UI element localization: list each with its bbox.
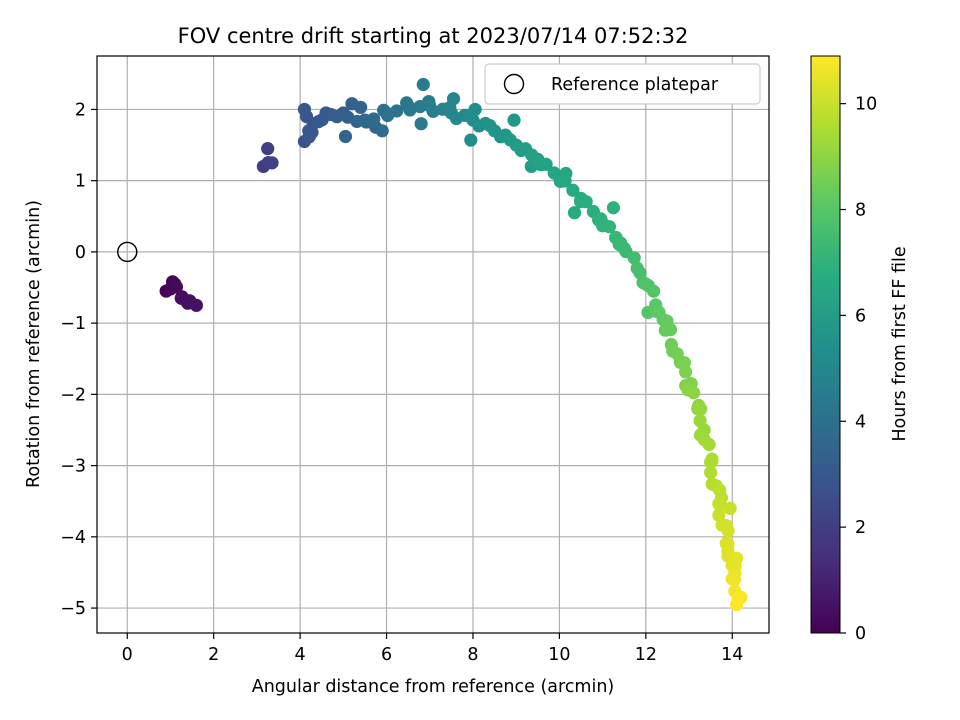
data-point bbox=[367, 112, 381, 126]
data-point bbox=[579, 195, 593, 209]
data-point bbox=[723, 501, 737, 515]
data-point bbox=[338, 129, 353, 144]
legend-reference-marker bbox=[503, 73, 525, 95]
legend-label-reference: Reference platepar bbox=[551, 75, 719, 95]
data-point bbox=[729, 597, 744, 612]
scatter-points bbox=[159, 77, 748, 612]
data-point bbox=[507, 113, 521, 127]
data-point bbox=[414, 117, 428, 131]
data-point bbox=[702, 437, 716, 452]
data-point bbox=[647, 284, 661, 298]
x-tick-label: 10 bbox=[548, 645, 570, 665]
x-tick-label: 2 bbox=[208, 645, 219, 665]
colorbar-tick-label: 0 bbox=[855, 624, 866, 644]
x-tick-label: 8 bbox=[467, 645, 478, 665]
data-point bbox=[464, 133, 478, 147]
x-tick-label: 6 bbox=[381, 645, 392, 665]
data-point bbox=[567, 206, 582, 220]
y-tick-label: −2 bbox=[60, 385, 86, 405]
y-tick-label: −1 bbox=[60, 314, 86, 334]
data-point bbox=[566, 183, 580, 197]
data-point bbox=[627, 251, 641, 265]
y-tick-label: −4 bbox=[60, 528, 86, 548]
data-point bbox=[354, 100, 368, 114]
data-point bbox=[663, 323, 678, 337]
colorbar-tick-label: 4 bbox=[855, 412, 866, 432]
colorbar-tick-label: 8 bbox=[855, 201, 866, 221]
data-point bbox=[558, 174, 572, 188]
x-tick-label: 12 bbox=[635, 645, 657, 665]
x-tick-label: 0 bbox=[122, 645, 133, 665]
data-point bbox=[468, 102, 482, 117]
data-point bbox=[265, 156, 279, 170]
data-point bbox=[725, 572, 739, 586]
data-point bbox=[416, 77, 430, 92]
data-point bbox=[169, 280, 184, 294]
y-axis-ticks: −5 −4 −3 −2 −1 0 1 2 bbox=[60, 100, 97, 619]
data-point bbox=[403, 103, 417, 117]
data-point bbox=[375, 124, 389, 138]
colorbar: 0 2 4 6 8 10 Hours from first FF file bbox=[810, 55, 910, 644]
colorbar-tick-label: 6 bbox=[855, 306, 866, 326]
data-point bbox=[539, 157, 553, 171]
x-axis-ticks: 0 2 4 6 8 10 12 14 bbox=[122, 633, 743, 665]
data-point bbox=[602, 220, 617, 234]
data-point bbox=[712, 497, 726, 511]
data-point bbox=[719, 536, 733, 550]
y-tick-label: 0 bbox=[75, 243, 86, 263]
data-point bbox=[705, 454, 719, 469]
y-tick-label: 1 bbox=[75, 172, 86, 192]
colorbar-tick-label: 2 bbox=[855, 518, 866, 538]
colorbar-gradient bbox=[810, 55, 841, 634]
y-tick-label: −5 bbox=[60, 599, 86, 619]
plot-frame bbox=[96, 55, 770, 634]
reference-marker bbox=[117, 241, 138, 263]
data-point bbox=[704, 465, 718, 480]
grid-lines bbox=[97, 56, 769, 633]
colorbar-tick-label: 10 bbox=[855, 95, 877, 115]
colorbar-label: Hours from first FF file bbox=[890, 246, 910, 441]
chart-title: FOV centre drift starting at 2023/07/14 … bbox=[178, 24, 689, 48]
x-tick-label: 14 bbox=[721, 645, 743, 665]
y-tick-label: −3 bbox=[60, 457, 86, 477]
data-point bbox=[390, 104, 404, 118]
data-point bbox=[721, 524, 735, 538]
colorbar-ticks: 0 2 4 6 8 10 bbox=[840, 95, 877, 644]
data-point bbox=[686, 386, 701, 400]
data-point bbox=[261, 142, 275, 156]
legend-box bbox=[484, 63, 761, 105]
x-axis-label: Angular distance from reference (arcmin) bbox=[252, 677, 615, 697]
legend: Reference platepar bbox=[484, 63, 761, 105]
data-point bbox=[302, 124, 316, 138]
y-tick-label: 2 bbox=[75, 100, 86, 120]
data-point bbox=[678, 365, 693, 379]
reference-platepar-point bbox=[117, 241, 138, 263]
x-tick-label: 4 bbox=[295, 645, 306, 665]
data-point bbox=[694, 402, 708, 416]
data-point bbox=[189, 298, 203, 312]
data-point bbox=[606, 201, 621, 215]
y-axis-label: Rotation from reference (arcmin) bbox=[24, 200, 44, 488]
